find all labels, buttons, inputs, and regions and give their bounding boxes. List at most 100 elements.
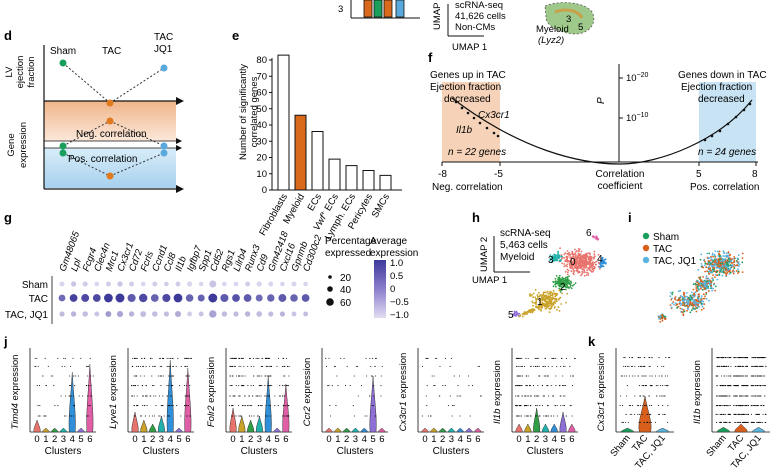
- g-gene-il1b: Il1b: [173, 255, 189, 273]
- g-dot-tac-cd9: [255, 294, 263, 302]
- j-il1b-tick-0: 0: [516, 434, 521, 445]
- j-il1b-tick-3: 3: [543, 434, 548, 445]
- g-dot-sham-cx3cr1: [117, 281, 123, 287]
- f-gene-cx3cr1: Cx3cr1: [478, 110, 510, 121]
- j-xlabel-folr2: Clusters: [241, 446, 278, 457]
- j-plot-il1b: Il1b expression 0 1 2 3 4 5 6 Clusters: [492, 348, 578, 457]
- top-myeloid-umap-blob: [544, 2, 595, 35]
- g-row-sham: Sham: [22, 280, 48, 291]
- g-dot-tac-jq1-gm42418: [268, 311, 274, 317]
- g-dot-tac-jq1-ccnd1: [152, 311, 158, 317]
- j-cx3cr1-tick-3: 3: [449, 434, 454, 445]
- j-lyve1-tick-2: 2: [150, 434, 155, 445]
- j-xlabel-il1b: Clusters: [527, 446, 564, 457]
- g-dot-sham-ccnd1: [152, 281, 158, 287]
- j-il1b-tick-5: 5: [560, 434, 565, 445]
- k-ylabel-cx3cr1: Cx3cr1 expression: [596, 353, 607, 432]
- g-dot-tac-jq1-runx3: [244, 311, 251, 317]
- g-dot-tac-jq1-gpnmb: [291, 311, 297, 317]
- g-pct-20: 20: [340, 273, 352, 284]
- j-cx3cr1-tick-4: 4: [458, 434, 463, 445]
- f-xtick-neg8: -8: [438, 169, 447, 180]
- d-group-tacjq1-b: JQ1: [154, 44, 173, 55]
- e-xtick-smcs: SMCs: [370, 192, 393, 220]
- e-bar-lymph-ecs: [345, 165, 358, 191]
- g-dot-sham-igfbp7: [187, 281, 193, 287]
- h-cluster-6: 6: [586, 228, 592, 239]
- g-pct-40: 40: [340, 285, 352, 296]
- f-xlabel-mid-1: Correlation: [596, 169, 645, 180]
- g-dot-sham-cd72: [129, 281, 135, 287]
- g-dot-sham-gm42418: [268, 281, 274, 287]
- g-dot-sham-gm48065: [59, 281, 65, 287]
- j-folr2-tick-0: 0: [230, 434, 235, 445]
- f-left-title-2: Ejection fraction: [430, 82, 501, 93]
- g-dot-sham-clec4n: [94, 281, 100, 287]
- g-dot-tac-cx3cr1: [115, 293, 125, 303]
- j-ylabel-ccr2: Ccr2 expression: [302, 358, 313, 427]
- g-dot-tac-jq1-clec4n: [94, 311, 100, 317]
- j-plot-cx3cr1: Cx3cr1 expression 0 1 2 3 4 5 6 Clusters: [398, 348, 484, 457]
- g-dot-tac-jq1-cd9: [256, 311, 263, 317]
- j-folr2-tick-2: 2: [248, 434, 253, 445]
- f-xlabel-neg: Neg. correlation: [432, 182, 503, 193]
- f-left-band: [442, 82, 500, 162]
- g-avg-tick-1: 1.0: [390, 258, 403, 269]
- g-row-tac: TAC: [29, 294, 48, 305]
- d-ylabel-top-1: LV: [4, 66, 15, 78]
- f-p-tick-2: 10−10: [626, 112, 649, 124]
- top-scrna-line1: scRNA-seq: [455, 0, 503, 11]
- f-right-title-3: decreased: [698, 94, 745, 105]
- j-lyve1-tick-1: 1: [141, 434, 146, 445]
- g-pct-title-1: Percentage: [325, 236, 377, 247]
- k-ylabel-il1b: Il1b expression: [692, 360, 703, 424]
- j-il1b-tick-1: 1: [525, 434, 530, 445]
- top-scrna-line3: Non-CMs: [455, 22, 495, 33]
- h-line2: 5,463 cells: [500, 240, 548, 251]
- j-il1b-tick-6: 6: [569, 434, 574, 445]
- j-timd4-tick-6: 6: [87, 434, 92, 445]
- j-timd4-tick-0: 0: [34, 434, 39, 445]
- j-cx3cr1-tick-0: 0: [422, 434, 427, 445]
- e-bar-fibroblasts: [277, 54, 290, 191]
- g-dot-tac-cxcl16: [278, 294, 287, 302]
- g-pct-60: 60: [340, 298, 352, 309]
- f-volcano-curve: [451, 97, 753, 165]
- g-dot-tac-jq1-fcgr4: [82, 311, 88, 317]
- g-avg-title-2: expression: [370, 248, 418, 259]
- g-dot-sham-cxcl16: [280, 281, 285, 287]
- panel-label-f: f: [428, 50, 433, 65]
- j-ylabel-folr2: Folr2 expression: [206, 357, 217, 427]
- top-bar-orange-2: [383, 0, 393, 18]
- h-umap1: UMAP 1: [472, 275, 507, 286]
- panel-f: f Genes up in TAC Ejection fraction decr…: [428, 50, 767, 193]
- g-dot-tac-mrc1: [104, 293, 113, 303]
- top-strip: 3 UMAP 2 UMAP 1 scRNA-seq 41,626 cells N…: [338, 0, 595, 53]
- f-right-title-1: Genes down in TAC: [678, 70, 767, 81]
- j-cx3cr1-tick-2: 2: [440, 434, 445, 445]
- j-xlabel-ccr2: Clusters: [337, 446, 374, 457]
- e-ytick-20: 20: [256, 153, 267, 164]
- top-umap2-label: UMAP 2: [432, 0, 443, 30]
- e-bar-pericytes: [362, 170, 375, 191]
- j-folr2-tick-4: 4: [266, 434, 271, 445]
- g-dot-tac-jq1-fcrls: [140, 311, 147, 317]
- j-ccr2-tick-0: 0: [326, 434, 331, 445]
- j-ccr2-tick-4: 4: [362, 434, 367, 445]
- e-ytick-60: 60: [256, 88, 267, 99]
- j-il1b-tick-4: 4: [552, 434, 557, 445]
- top-cluster-5: 5: [578, 22, 583, 33]
- h-cluster-0: 0: [570, 257, 576, 268]
- g-gene-lpl: Lpl: [69, 257, 84, 274]
- g-dot-sham-mrc1: [105, 281, 111, 287]
- g-dot-sham-cd300c2: [303, 281, 308, 287]
- j-lyve1-tick-5: 5: [176, 434, 181, 445]
- g-dot-tac-jq1-lilrb4: [233, 311, 239, 317]
- i-legend-tac: TAC: [653, 244, 672, 255]
- h-line3: Myeloid: [500, 252, 534, 263]
- e-bar-ecs: [311, 131, 324, 191]
- j-cx3cr1-tick-1: 1: [431, 434, 436, 445]
- d-neg-correlation-label: Neg. correlation: [76, 129, 147, 140]
- g-avg-tick-0: 0: [390, 284, 395, 295]
